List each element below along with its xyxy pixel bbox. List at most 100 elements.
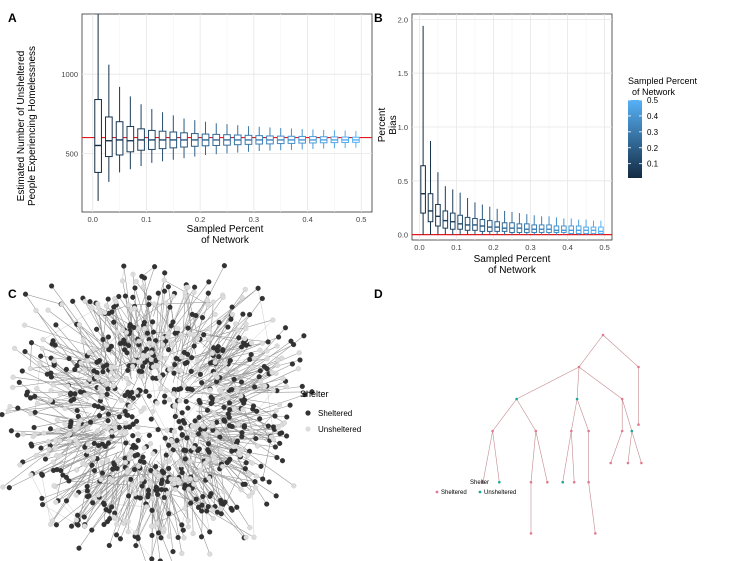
panel-d-letter: D	[374, 287, 383, 301]
network-node-sheltered	[248, 352, 254, 358]
network-node-sheltered	[242, 466, 248, 472]
box	[486, 220, 493, 232]
network-node-unsheltered	[111, 419, 117, 426]
network-node-unsheltered	[210, 515, 216, 521]
network-edge	[42, 419, 117, 476]
y-tick-label: 2.0	[398, 15, 408, 24]
network-node-unsheltered	[185, 518, 191, 524]
network-node-unsheltered	[220, 294, 226, 300]
network-node-unsheltered	[201, 431, 208, 437]
network-node-unsheltered	[112, 424, 118, 431]
network-node-unsheltered	[209, 420, 215, 426]
network-node-unsheltered	[122, 518, 128, 524]
network-node-sheltered	[247, 312, 253, 318]
network-node-unsheltered	[27, 365, 33, 372]
network-node-unsheltered	[240, 406, 246, 413]
network-edge	[141, 276, 160, 373]
network-node-sheltered	[63, 474, 69, 480]
network-edge	[243, 398, 285, 424]
network-node-unsheltered	[40, 337, 46, 343]
network-edge	[60, 304, 113, 374]
network-node-unsheltered	[62, 421, 68, 427]
network-node-unsheltered	[233, 321, 239, 327]
network-node-unsheltered	[135, 424, 141, 430]
network-node-sheltered	[141, 319, 147, 326]
network-node-sheltered	[146, 393, 152, 399]
network-node-unsheltered	[82, 367, 88, 373]
network-node-unsheltered	[78, 418, 84, 424]
network-node-sheltered	[129, 414, 135, 420]
network-edge	[94, 457, 145, 499]
network-node-unsheltered	[248, 428, 255, 434]
network-node-unsheltered	[274, 362, 280, 368]
network-node-unsheltered	[91, 495, 97, 501]
network-node-unsheltered	[242, 336, 248, 342]
network-node-sheltered	[28, 340, 35, 346]
network-edge	[74, 369, 137, 404]
network-node-sheltered	[44, 371, 50, 377]
network-node-sheltered	[24, 389, 30, 395]
network-node-unsheltered	[149, 495, 155, 502]
network-node-unsheltered	[168, 437, 174, 443]
network-edge	[199, 363, 211, 403]
network-node-sheltered	[140, 363, 146, 370]
network-node-unsheltered	[239, 295, 245, 301]
network-node-sheltered	[111, 304, 117, 310]
panel-a-ylabel-line2: People Experiencing Homelessness	[27, 46, 38, 206]
network-node-sheltered	[170, 319, 176, 325]
network-node-sheltered	[250, 403, 257, 409]
network-edge	[78, 486, 122, 549]
network-edge	[202, 496, 210, 532]
network-node-sheltered	[149, 556, 155, 561]
network-edge	[141, 266, 155, 277]
network-edge	[257, 288, 269, 342]
network-edge	[194, 436, 274, 440]
network-node-sheltered	[215, 348, 221, 354]
network-node-unsheltered	[140, 334, 146, 340]
network-node-sheltered	[107, 516, 113, 522]
network-node-sheltered	[279, 458, 286, 464]
network-edge	[215, 343, 251, 389]
network-node-sheltered	[132, 453, 138, 459]
network-node-sheltered	[277, 431, 283, 437]
network-edge	[143, 460, 164, 531]
tree-node-sheltered	[620, 429, 624, 433]
network-node-unsheltered	[238, 487, 244, 493]
network-node-unsheltered	[138, 374, 144, 380]
network-node-sheltered	[256, 374, 262, 380]
network-node-sheltered	[124, 350, 130, 356]
network-node-sheltered	[226, 400, 233, 406]
tree-edge	[602, 334, 639, 368]
network-edge	[166, 497, 174, 552]
network-node-unsheltered	[109, 376, 115, 382]
network-node-sheltered	[166, 442, 172, 448]
network-node-unsheltered	[183, 475, 189, 481]
network-node-sheltered	[137, 495, 143, 501]
network-node-unsheltered	[233, 369, 240, 375]
network-edge	[41, 474, 51, 525]
network-node-unsheltered	[78, 360, 84, 366]
network-node-unsheltered	[206, 475, 212, 481]
network-node-sheltered	[162, 393, 168, 399]
network-node-unsheltered	[47, 397, 54, 403]
network-node-sheltered	[228, 316, 234, 322]
network-node-sheltered	[178, 425, 184, 431]
network-node-sheltered	[199, 380, 205, 386]
network-node-sheltered	[84, 488, 90, 494]
network-edge	[191, 345, 278, 392]
tree-node-sheltered	[587, 429, 590, 433]
tree-node-sheltered	[609, 461, 612, 465]
network-node-unsheltered	[127, 403, 133, 409]
network-edge	[215, 430, 294, 487]
network-node-unsheltered	[140, 352, 146, 358]
network-node-sheltered	[22, 291, 29, 297]
network-node-unsheltered	[179, 334, 185, 340]
network-edge	[100, 299, 109, 356]
network-node-sheltered	[47, 426, 54, 432]
network-node-unsheltered	[251, 355, 257, 361]
network-node-unsheltered	[296, 350, 302, 356]
tree-node-sheltered	[570, 429, 573, 433]
network-node-sheltered	[199, 502, 205, 508]
network-node-unsheltered	[231, 406, 237, 412]
network-node-sheltered	[243, 460, 249, 466]
